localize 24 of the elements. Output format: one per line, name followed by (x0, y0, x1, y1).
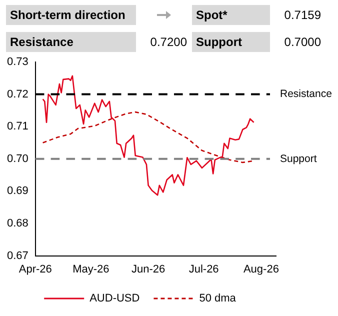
text: 0.7200 (149, 34, 188, 50)
text: Spot* (192, 5, 270, 25)
line-series (42, 111, 254, 164)
text: 0.7159 (283, 7, 322, 24)
text: Resistance (6, 32, 136, 52)
x-tick-label: Apr-26 (18, 263, 52, 276)
y-tick-label: 0.71 (6, 120, 28, 133)
y-tick-label: 0.68 (6, 218, 28, 230)
y-tick-label: 0.69 (6, 185, 28, 198)
x-tick-label: Jun-26 (131, 263, 166, 276)
ref-line-label: Resistance (280, 88, 332, 100)
y-tick-label: 0.73 (6, 56, 28, 68)
x-tick-label: Jul-26 (188, 263, 219, 276)
text: Short-term direction (6, 5, 136, 25)
x-tick-label: Aug-26 (243, 263, 279, 276)
x-tick-label: May-26 (72, 263, 110, 276)
legend-label: AUD-USD (90, 292, 140, 305)
text: 0.7000 (283, 34, 322, 50)
y-tick-label: 0.72 (6, 88, 28, 100)
text: Support (192, 32, 270, 52)
legend-label: 50 dma (199, 292, 237, 305)
ref-line-label: Support (280, 152, 317, 165)
y-tick-label: 0.70 (6, 152, 28, 165)
y-tick-label: 0.67 (6, 250, 28, 262)
